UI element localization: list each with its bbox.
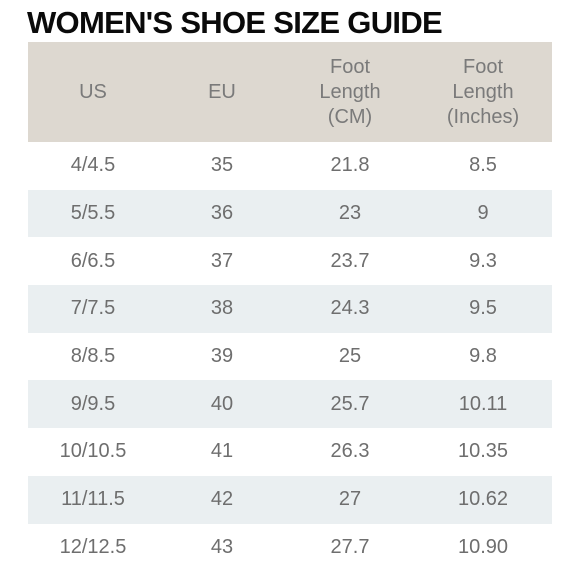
table-row: 10/10.5 41 26.3 10.35 (28, 428, 552, 476)
table-row: 11/11.5 42 27 10.62 (28, 475, 552, 524)
cell-inches: 8.5 (469, 154, 497, 177)
table-row: 8/8.5 39 25 9.8 (28, 332, 552, 381)
cell-eu: 41 (210, 440, 234, 463)
header-eu: EU (208, 80, 236, 103)
cell-inches: 9.3 (469, 249, 497, 272)
cell-us: 6/6.5 (70, 249, 116, 272)
cell-eu: 38 (210, 297, 234, 320)
cell-us: 12/12.5 (59, 535, 127, 558)
cell-eu: 40 (210, 392, 234, 415)
table-header-row: US EU Foot Length (CM) Foot Length (Inch… (28, 42, 552, 142)
cell-us: 4/4.5 (70, 154, 116, 177)
cell-eu: 35 (210, 154, 234, 177)
cell-us: 8/8.5 (70, 345, 116, 368)
table-row: 12/12.5 43 27.7 10.90 (28, 523, 552, 572)
table-row: 9/9.5 40 25.7 10.11 (28, 380, 552, 429)
cell-cm: 27 (338, 488, 362, 511)
cell-eu: 39 (210, 345, 234, 368)
cell-us: 5/5.5 (70, 202, 116, 225)
cell-inches: 10.35 (457, 440, 509, 463)
table-row: 4/4.5 35 21.8 8.5 (28, 142, 552, 190)
cell-cm: 26.3 (330, 440, 370, 463)
table-row: 7/7.5 38 24.3 9.5 (28, 285, 552, 333)
cell-us: 9/9.5 (70, 392, 116, 415)
cell-inches: 9.8 (469, 345, 497, 368)
header-us: US (79, 80, 107, 103)
cell-us: 11/11.5 (61, 488, 125, 511)
table-row: 5/5.5 36 23 9 (28, 189, 552, 238)
page-title: WOMEN'S SHOE SIZE GUIDE (27, 5, 443, 40)
cell-cm: 25.7 (330, 392, 370, 415)
cell-inches: 10.11 (458, 392, 508, 415)
cell-cm: 23 (338, 202, 362, 225)
cell-inches: 10.62 (457, 488, 509, 511)
cell-inches: 10.90 (457, 535, 509, 558)
cell-cm: 21.8 (330, 154, 370, 177)
header-foot-length-cm: Foot Length (CM) (319, 55, 381, 128)
cell-inches: 9.5 (469, 297, 497, 320)
cell-eu: 43 (210, 535, 234, 558)
cell-cm: 27.7 (330, 535, 370, 558)
cell-us: 10/10.5 (59, 440, 127, 463)
header-foot-length-inches: Foot Length (Inches) (446, 55, 520, 128)
cell-eu: 37 (210, 249, 234, 272)
cell-cm: 24.3 (330, 297, 370, 320)
size-guide-table: US EU Foot Length (CM) Foot Length (Inch… (28, 42, 552, 572)
cell-cm: 23.7 (330, 249, 370, 272)
cell-cm: 25 (338, 345, 362, 368)
table-row: 6/6.5 37 23.7 9.3 (28, 237, 552, 286)
cell-inches: 9 (477, 202, 489, 225)
cell-us: 7/7.5 (70, 297, 116, 320)
cell-eu: 42 (210, 488, 234, 511)
cell-eu: 36 (210, 202, 234, 225)
